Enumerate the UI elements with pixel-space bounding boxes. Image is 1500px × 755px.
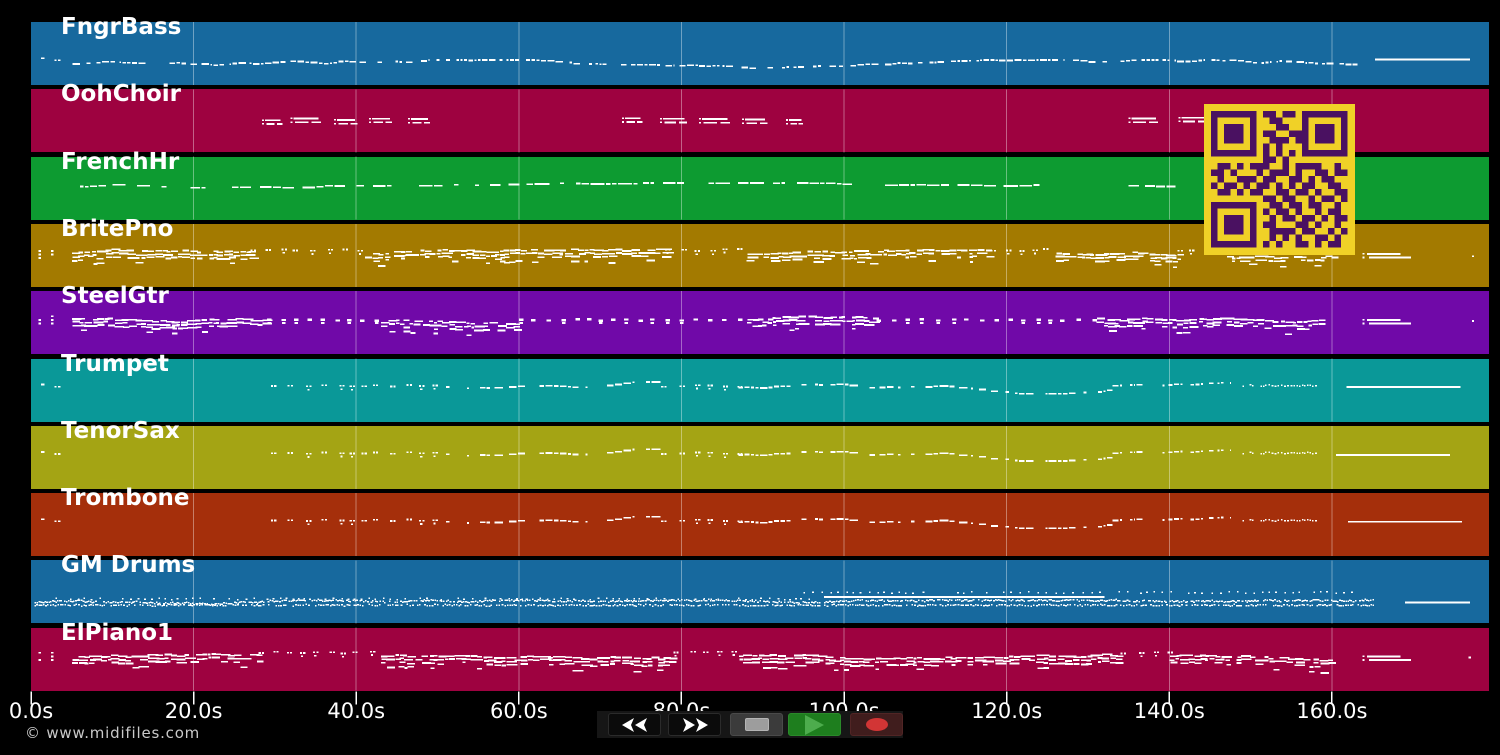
axis-tick-label: 40.0s bbox=[327, 699, 386, 723]
rewind-icon bbox=[621, 717, 647, 732]
track-label: TenorSax bbox=[61, 417, 180, 444]
track-label: FngrBass bbox=[61, 14, 182, 40]
axis-tick-label: 20.0s bbox=[164, 699, 223, 723]
axis-tick-label: 160.0s bbox=[1296, 699, 1368, 723]
qr-code bbox=[1204, 104, 1355, 255]
stop-icon bbox=[744, 718, 769, 731]
track-label: FrenchHr bbox=[61, 148, 180, 175]
axis-tick-label: 120.0s bbox=[971, 699, 1043, 723]
stop-button[interactable] bbox=[730, 713, 783, 736]
rewind-button[interactable] bbox=[608, 713, 661, 736]
fast-forward-button[interactable] bbox=[668, 713, 721, 736]
track-label: Trombone bbox=[61, 485, 190, 512]
record-icon bbox=[865, 718, 888, 731]
track-label: Trumpet bbox=[61, 350, 169, 377]
track-label: OohChoir bbox=[61, 81, 182, 108]
track-band-tenorsax: TenorSax bbox=[31, 419, 1489, 489]
transport-bar bbox=[597, 711, 903, 738]
track-band-fngrbass: FngrBass bbox=[31, 15, 1489, 85]
axis-tick-label: 0.0s bbox=[8, 699, 54, 723]
axis-tick-label: 60.0s bbox=[490, 699, 548, 723]
track-band-trumpet: Trumpet bbox=[31, 352, 1489, 422]
play-button[interactable] bbox=[788, 713, 841, 736]
track-label: GM Drums bbox=[61, 552, 196, 579]
fast-forward-icon bbox=[682, 717, 708, 732]
axis-tick-label: 140.0s bbox=[1133, 699, 1205, 723]
track-band-trombone: Trombone bbox=[31, 486, 1489, 557]
track-label: SteelGtr bbox=[61, 283, 169, 310]
copyright: © www.midifiles.com bbox=[25, 724, 201, 742]
record-button[interactable] bbox=[850, 713, 903, 736]
track-label: BritePno bbox=[61, 215, 174, 242]
track-band-elpiano1: ElPiano1 bbox=[31, 621, 1489, 691]
track-band-steelgtr: SteelGtr bbox=[31, 284, 1489, 355]
play-icon bbox=[805, 714, 824, 735]
track-band-gm-drums: GM Drums bbox=[31, 553, 1489, 624]
track-label: ElPiano1 bbox=[61, 619, 174, 646]
